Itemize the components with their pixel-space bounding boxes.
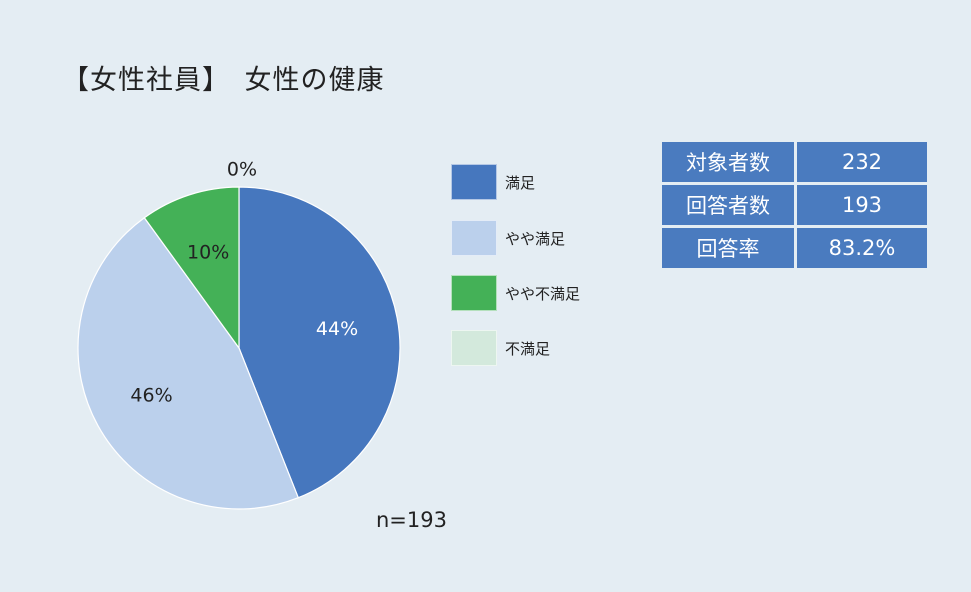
legend-item-somewhat-satisfied: やや満足 xyxy=(451,220,565,256)
pie-slice-satisfied xyxy=(238,186,401,499)
stats-key-target-count: 対象者数 xyxy=(662,142,794,182)
legend-item-somewhat-dissatisfied: やや不満足 xyxy=(451,275,580,311)
stats-key-response-rate: 回答率 xyxy=(662,228,794,268)
legend-label-dissatisfied: 不満足 xyxy=(505,339,551,358)
stats-row-respondent-count: 回答者数 193 xyxy=(662,185,927,225)
legend-swatch-somewhat-dissatisfied xyxy=(451,275,497,311)
stats-value-target-count: 232 xyxy=(797,142,927,182)
stats-value-respondent-count: 193 xyxy=(797,185,927,225)
stats-row-response-rate: 回答率 83.2% xyxy=(662,228,927,268)
stats-row-target-count: 対象者数 232 xyxy=(662,142,927,182)
pie-label-dissatisfied: 0% xyxy=(227,159,257,181)
pie-label-satisfied: 44% xyxy=(316,318,358,340)
legend-swatch-dissatisfied xyxy=(451,330,497,366)
chart-title: 【女性社員】 女性の健康 xyxy=(62,65,385,96)
stats-value-response-rate: 83.2% xyxy=(797,228,927,268)
legend-swatch-satisfied xyxy=(451,164,497,200)
legend-label-somewhat-dissatisfied: やや不満足 xyxy=(505,284,581,303)
pie-label-somewhat-satisfied: 46% xyxy=(130,385,172,407)
respondent-stats-table: 対象者数 232 回答者数 193 回答率 83.2% xyxy=(662,142,927,271)
legend-swatch-somewhat-satisfied xyxy=(451,220,497,256)
pie-label-somewhat-dissatisfied: 10% xyxy=(187,242,229,264)
legend-label-satisfied: 満足 xyxy=(505,173,536,192)
legend-item-dissatisfied: 不満足 xyxy=(451,330,550,366)
stats-key-respondent-count: 回答者数 xyxy=(662,185,794,225)
legend-label-somewhat-satisfied: やや満足 xyxy=(505,229,566,248)
pie-slice-somewhat-dissatisfied xyxy=(143,186,240,350)
pie-slice-somewhat-satisfied xyxy=(77,216,300,510)
legend-item-satisfied: 満足 xyxy=(451,164,535,200)
sample-size-label: n=193 xyxy=(376,508,447,532)
